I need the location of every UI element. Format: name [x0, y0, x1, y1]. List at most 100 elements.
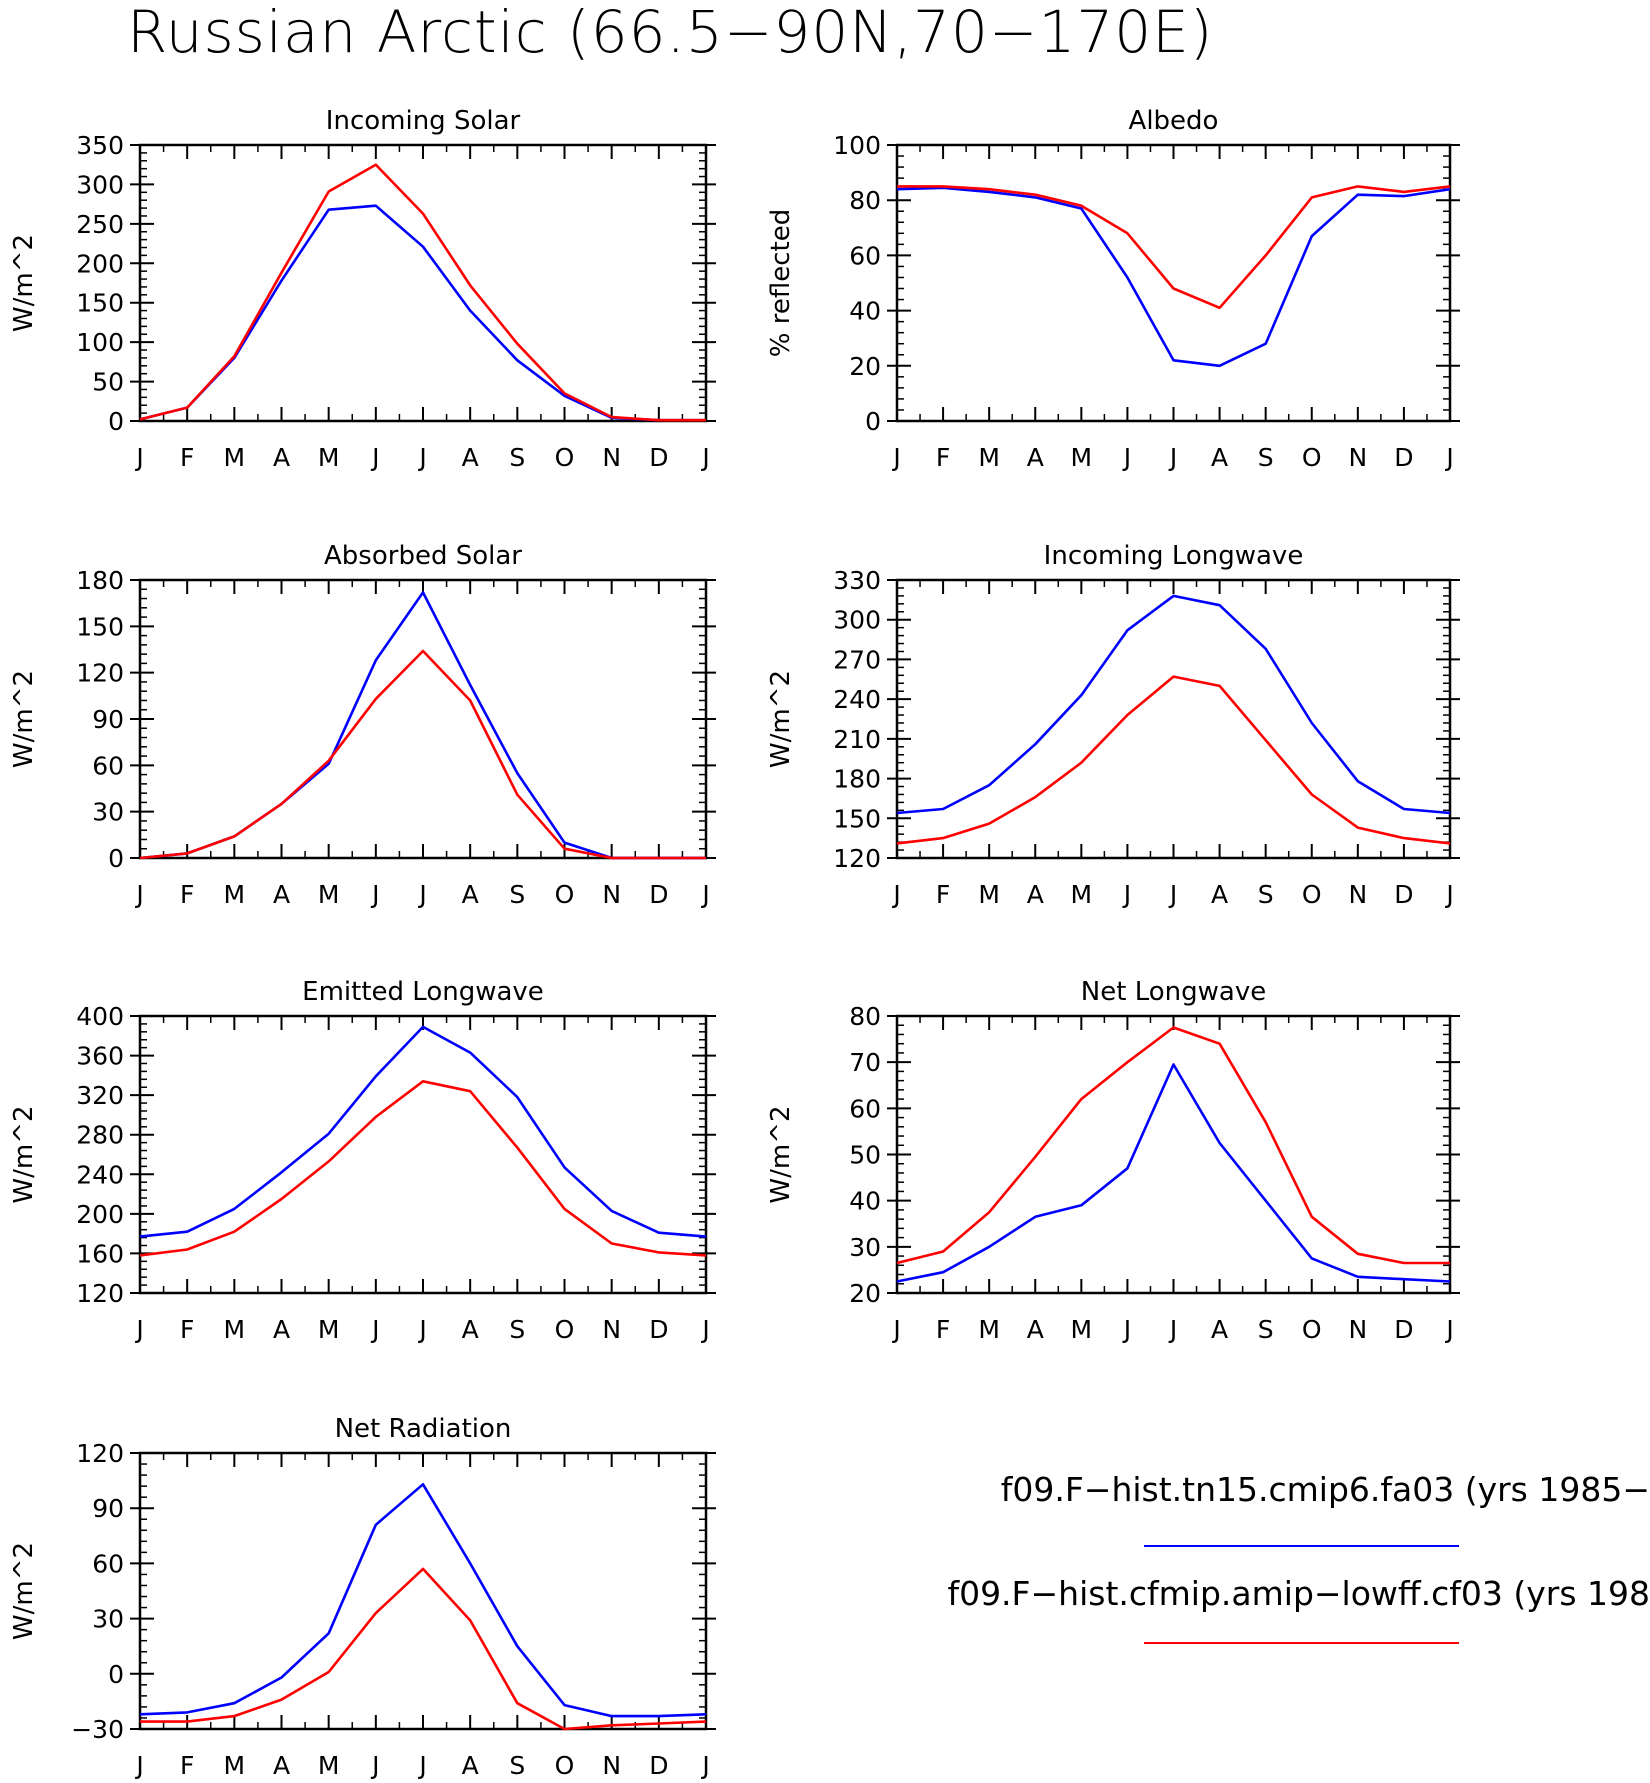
y-tick-label: 0: [865, 407, 881, 436]
y-axis-label: W/m^2: [9, 1105, 39, 1203]
x-tick-label: A: [273, 443, 290, 472]
x-tick-label: J: [891, 443, 900, 472]
x-tick-label: J: [417, 880, 426, 909]
series-line-2: [140, 1567, 707, 1731]
y-tick-label: 330: [833, 566, 881, 595]
y-tick-label: 0: [108, 844, 124, 873]
x-tick-label: A: [1027, 443, 1044, 472]
x-tick-label: J: [1168, 443, 1177, 472]
x-tick-label: J: [1168, 880, 1177, 909]
panel-title: Emitted Longwave: [302, 977, 544, 1007]
x-tick-label: S: [509, 1315, 525, 1344]
series-line-2: [139, 163, 706, 422]
panel-title: Net Radiation: [335, 1414, 512, 1444]
x-tick-label: M: [224, 443, 246, 472]
y-tick-label: 30: [849, 1233, 881, 1262]
x-tick-label: A: [462, 443, 479, 472]
x-tick-label: D: [1394, 880, 1413, 909]
y-tick-label: 200: [76, 249, 124, 278]
x-tick-label: J: [417, 1315, 426, 1344]
x-tick-label: F: [936, 880, 950, 909]
series-line-2: [896, 675, 1451, 845]
plot-frame: [138, 143, 708, 423]
x-tick-label: A: [1211, 443, 1228, 472]
panel-title: Albedo: [1129, 106, 1219, 136]
x-tick-label: S: [1258, 880, 1274, 909]
y-tick-label: 120: [76, 1439, 124, 1468]
x-tick-label: D: [1394, 443, 1413, 472]
x-tick-label: J: [1444, 443, 1453, 472]
y-axis-label: W/m^2: [9, 670, 39, 768]
x-tick-label: O: [555, 1315, 575, 1344]
y-tick-label: 150: [76, 612, 124, 641]
x-tick-label: J: [134, 880, 143, 909]
x-tick-label: A: [1027, 880, 1044, 909]
x-tick-label: N: [1348, 1315, 1367, 1344]
x-tick-label: M: [1071, 1315, 1093, 1344]
series-line-1: [896, 594, 1451, 815]
series-line-2: [896, 1026, 1450, 1265]
x-tick-label: J: [1444, 1315, 1453, 1344]
x-tick-label: J: [700, 443, 709, 472]
figure-title: Russian Arctic (66.5−90N,70−170E): [127, 0, 1213, 66]
x-tick-label: S: [509, 880, 525, 909]
y-tick-label: 30: [92, 798, 124, 827]
x-tick-label: M: [978, 443, 1000, 472]
legend-label-2: f09.F−hist.cfmip.amip−lowff.cf03 (yrs 19…: [947, 1574, 1650, 1613]
y-tick-label: 90: [92, 1494, 124, 1523]
plot-frame: [895, 578, 1452, 860]
x-tick-label: S: [509, 443, 525, 472]
x-tick-label: J: [417, 1751, 426, 1780]
x-tick-label: D: [649, 1751, 668, 1780]
legend: f09.F−hist.tn15.cmip6.fa03 (yrs 1985− f0…: [947, 1470, 1650, 1644]
x-tick-label: D: [649, 1315, 668, 1344]
x-tick-label: J: [370, 1315, 379, 1344]
x-tick-label: N: [602, 443, 621, 472]
y-tick-label: 360: [76, 1042, 124, 1071]
x-tick-label: M: [978, 1315, 1000, 1344]
x-tick-label: O: [555, 880, 575, 909]
x-tick-label: S: [1258, 1315, 1274, 1344]
x-tick-label: M: [978, 880, 1000, 909]
x-tick-label: O: [555, 443, 575, 472]
series-line-1: [896, 186, 1451, 368]
y-tick-label: 280: [76, 1121, 124, 1150]
y-tick-label: 0: [108, 1660, 124, 1689]
y-tick-label: 40: [849, 297, 881, 326]
y-tick-label: 30: [92, 1605, 124, 1634]
x-tick-label: A: [1211, 1315, 1228, 1344]
plot-frame: [138, 1014, 708, 1295]
x-tick-label: D: [649, 880, 668, 909]
x-tick-label: F: [180, 1751, 194, 1780]
series-line-2: [139, 649, 706, 860]
series-line-1: [139, 591, 706, 860]
y-tick-label: 50: [849, 1141, 881, 1170]
y-tick-label: 270: [833, 645, 881, 674]
series-line-2: [139, 1080, 707, 1257]
y-axis-label: W/m^2: [9, 1542, 39, 1640]
y-tick-label: 150: [833, 804, 881, 833]
x-tick-label: J: [370, 880, 379, 909]
series-line-1: [139, 1025, 707, 1238]
panel-title: Net Longwave: [1081, 977, 1266, 1007]
x-tick-label: A: [1027, 1315, 1044, 1344]
x-tick-label: J: [134, 443, 143, 472]
y-tick-label: 200: [76, 1200, 124, 1229]
x-tick-label: M: [318, 443, 340, 472]
plot-frame: [138, 578, 708, 860]
series-line-1: [896, 1063, 1451, 1283]
x-tick-label: O: [1302, 1315, 1322, 1344]
y-tick-label: 90: [92, 705, 124, 734]
x-tick-label: O: [1302, 880, 1322, 909]
x-tick-label: D: [1394, 1315, 1413, 1344]
x-tick-label: D: [649, 443, 668, 472]
x-tick-label: F: [180, 443, 194, 472]
y-tick-label: 40: [849, 1187, 881, 1216]
x-tick-label: M: [318, 880, 340, 909]
x-tick-label: A: [462, 1751, 479, 1780]
